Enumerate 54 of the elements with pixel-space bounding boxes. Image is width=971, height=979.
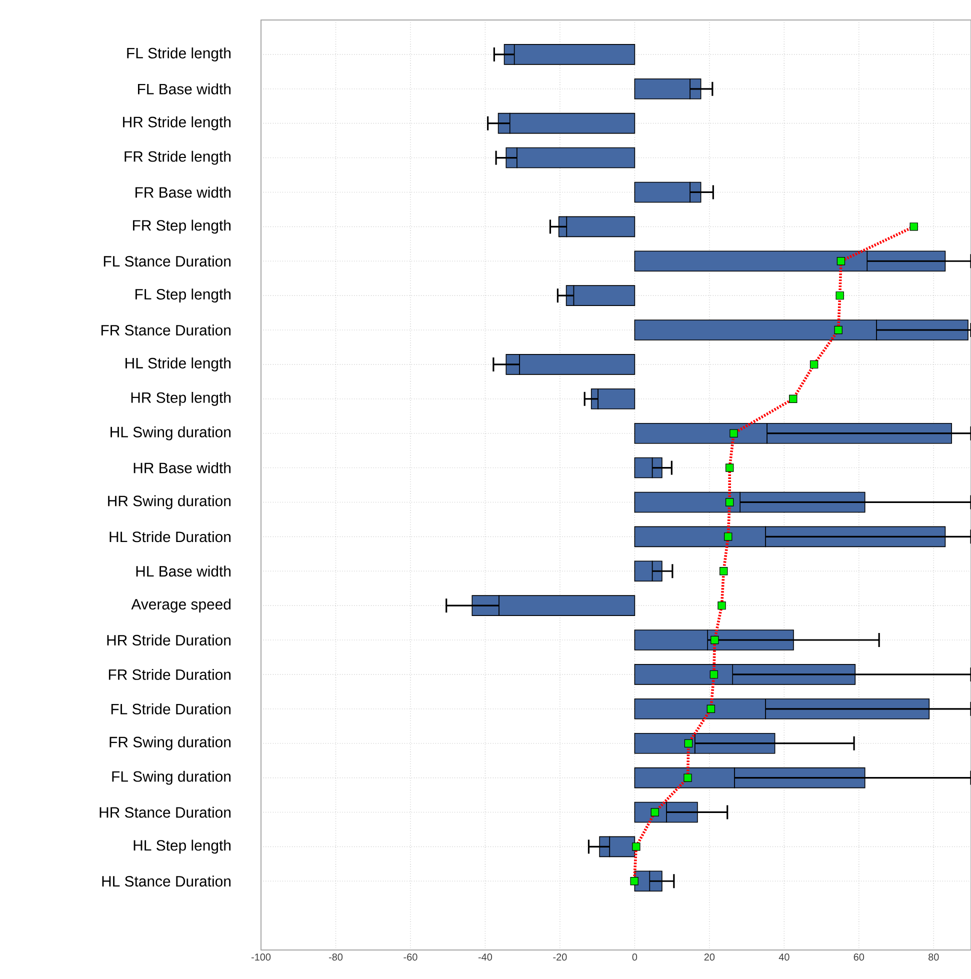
point <box>710 670 718 679</box>
point <box>632 842 640 851</box>
y-tick-label: FL Step length <box>135 288 230 303</box>
y-tick-label: HR Stance Duration <box>100 806 230 818</box>
point <box>726 464 734 472</box>
point <box>724 532 732 541</box>
y-tick-label: HL Base width <box>136 566 230 577</box>
point <box>910 222 918 231</box>
y-tick-label: HR Stride length <box>123 116 230 130</box>
point <box>836 257 846 266</box>
point <box>810 360 818 369</box>
point <box>718 601 726 610</box>
x-tick-label: 0 <box>632 954 638 961</box>
point <box>834 326 842 334</box>
y-tick-label: FL Base width <box>138 83 230 94</box>
y-tick-label: FR Stride Duration <box>108 668 230 680</box>
y-tick-label: HL Swing duration <box>110 426 230 440</box>
y-tick-label: HL Step length <box>134 840 230 854</box>
point <box>706 704 716 713</box>
x-tick-label: -100 <box>251 954 271 961</box>
y-tick-label: FR Swing duration <box>110 736 230 750</box>
point <box>720 567 728 576</box>
y-tick-label: HR Stride Duration <box>107 634 230 646</box>
x-tick-label: 60 <box>854 954 864 961</box>
x-tick-label: -80 <box>328 954 343 961</box>
y-tick-label: HL Stride length <box>126 357 230 372</box>
point <box>836 291 844 300</box>
point <box>710 636 719 644</box>
y-tick-label: FL Stride Duration <box>111 703 230 714</box>
y-tick-label: HR Base width <box>134 462 230 474</box>
y-tick-label: FR Stance Duration <box>101 324 230 336</box>
y-tick-label: FL Stride length <box>127 47 230 62</box>
y-tick-label: HL Stance Duration <box>102 876 230 887</box>
point <box>726 498 734 506</box>
y-tick-label: FL Stance Duration <box>104 256 230 267</box>
x-tick-label: -60 <box>404 954 418 961</box>
point <box>789 394 798 403</box>
y-tick-label: HR Step length <box>131 392 230 406</box>
y-tick-label: FL Swing duration <box>112 770 230 785</box>
y-tick-label: FR Base width <box>136 186 230 198</box>
y-tick-label: HL Stride Duration <box>110 531 230 542</box>
y-tick-label: FR Stride length <box>124 150 230 165</box>
point <box>630 877 638 886</box>
x-tick-label: 40 <box>778 954 790 961</box>
x-tick-label: 20 <box>704 954 715 961</box>
point <box>684 774 692 782</box>
y-tick-label: HR Swing duration <box>108 495 230 510</box>
y-tick-label: Average speed <box>131 598 230 613</box>
x-tick-label: -40 <box>478 954 492 961</box>
x-tick-label: -20 <box>553 954 567 961</box>
y-tick-label: FR Step length <box>133 220 230 234</box>
x-tick-label: 80 <box>928 954 939 961</box>
point <box>684 739 693 748</box>
point <box>730 429 738 438</box>
